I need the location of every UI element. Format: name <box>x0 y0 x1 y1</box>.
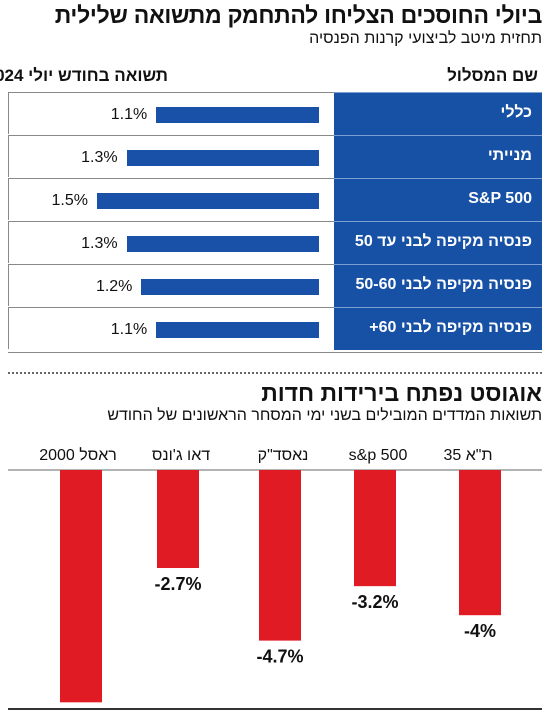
section-divider <box>8 372 542 374</box>
route-name: כללי <box>500 104 533 121</box>
bar-value-label: -4% <box>464 621 496 641</box>
category-label: ראסל 2000 <box>39 446 117 464</box>
route-name: מנייתי <box>487 147 532 164</box>
route-name: פנסיה מקיפה לבני עד 50 <box>354 233 532 250</box>
chart-subtitle: תחזית מיטב לביצועי קרנות הפנסיה <box>309 30 542 47</box>
route-column-header: שם המסלול <box>447 66 538 85</box>
bar-cell: 1.2% <box>8 264 334 306</box>
return-bar <box>126 150 319 166</box>
table-row: 1.3% פנסיה מקיפה לבני עד 50 <box>8 221 542 264</box>
bar-value-label: 1.3% <box>81 149 118 166</box>
index-bar <box>459 470 501 616</box>
bar-cell: 1.3% <box>8 135 334 177</box>
route-name: פנסיה מקיפה לבני 60+ <box>369 319 532 336</box>
bar-value-label: 1.1% <box>110 106 148 123</box>
route-name: S&P 500 <box>468 190 532 207</box>
bar-value-label: -2.7% <box>154 574 201 594</box>
index-bar <box>259 470 301 641</box>
bar-value-label: -4.7% <box>256 647 303 667</box>
route-name-cell: S&P 500 <box>334 178 542 221</box>
return-bar <box>156 107 319 123</box>
indices-bar-chart: ת"א 35 -4% s&p 500 -3.2% נאסד"ק -4.7% דאו ג'ונ… <box>8 446 542 703</box>
bar-cell: 1.3% <box>8 221 334 263</box>
table-row: 1.2% פנסיה מקיפה לבני 50-60 <box>8 264 542 307</box>
route-name-cell: מנייתי <box>334 135 542 178</box>
bar-cell: 1.5% <box>8 178 334 220</box>
route-name: פנסיה מקיפה לבני 50-60 <box>355 276 532 293</box>
section2-title: אוגוסט נפתח בירידות חדות <box>261 380 542 406</box>
route-name-cell: פנסיה מקיפה לבני 60+ <box>334 307 542 350</box>
bar-value-label: -3.2% <box>351 592 398 612</box>
table-row: 1.1% פנסיה מקיפה לבני 60+ <box>8 307 542 350</box>
bar-cell: 1.1% <box>8 307 334 349</box>
category-label: s&p 500 <box>349 447 408 464</box>
route-name-cell: כללי <box>334 92 542 135</box>
return-bar <box>97 193 319 209</box>
table-row: 1.5% S&P 500 <box>8 178 542 221</box>
index-bar <box>354 470 396 587</box>
returns-table: 1.1% כללי 1.3% מנייתי 1.5% S&P 500 1.3% פנסיה מ… <box>8 92 542 353</box>
bar-value-label: 1.1% <box>110 321 148 338</box>
bar-value-label: 1.5% <box>51 192 88 209</box>
route-name-cell: פנסיה מקיפה לבני 50-60 <box>334 264 542 307</box>
category-label: ת"א 35 <box>443 447 492 464</box>
index-bar <box>60 470 102 703</box>
return-bar <box>141 279 319 295</box>
route-name-cell: פנסיה מקיפה לבני עד 50 <box>334 221 542 264</box>
table-row: 1.3% מנייתי <box>8 135 542 178</box>
section2-subtitle: תשואות המדדים המובילים בשני ימי המסחר הר… <box>107 407 542 424</box>
chart-title: ביולי החוסכים הצליחו להתחמק מתשואה שלילי… <box>54 2 543 28</box>
table-row: 1.1% כללי <box>8 92 542 135</box>
bar-value-label: 1.2% <box>95 278 133 295</box>
bar-cell: 1.1% <box>8 92 334 134</box>
return-bar <box>126 236 319 252</box>
return-bar <box>156 322 319 338</box>
category-label: נאסד"ק <box>258 447 309 464</box>
category-label: דאו ג'ונס <box>152 447 210 464</box>
return-column-header: תשואה בחודש יולי 2024 <box>0 66 168 85</box>
index-bar <box>157 470 199 569</box>
footer-line <box>8 708 542 710</box>
bar-value-label: 1.3% <box>81 235 118 252</box>
